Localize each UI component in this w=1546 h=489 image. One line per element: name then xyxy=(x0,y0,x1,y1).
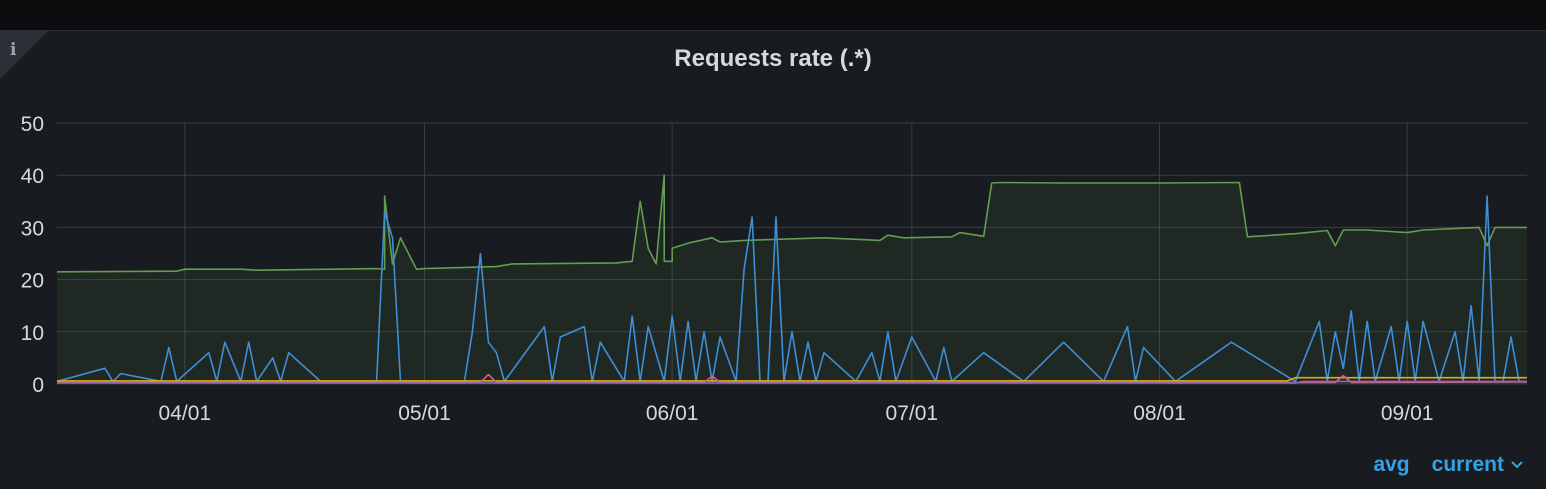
series-0-area xyxy=(57,175,1527,384)
x-tick-label: 09/01 xyxy=(1381,402,1434,425)
y-tick-label: 50 xyxy=(21,113,44,136)
series-3-line[interactable] xyxy=(57,373,1528,384)
chart-series xyxy=(56,174,1528,384)
y-tick-label: 30 xyxy=(21,217,44,240)
y-tick-label: 0 xyxy=(32,374,44,397)
x-tick-label: 07/01 xyxy=(886,402,939,425)
x-tick-label: 04/01 xyxy=(159,402,212,425)
legend-sort-avg[interactable]: avg xyxy=(1373,453,1410,476)
legend-sort-current-label: current xyxy=(1431,453,1504,476)
chart-svg: 0 10 20 30 40 50 04/01 05/01 06/01 07/01 08/01 09/… xyxy=(21,113,1528,425)
x-tick-label: 05/01 xyxy=(398,402,451,425)
graph-panel: i Requests rate (.*) 0 10 20 30 40 50 04/01 05… xyxy=(0,30,1546,489)
info-icon[interactable]: i xyxy=(10,40,17,60)
chart-grid xyxy=(57,122,1527,385)
chevron-down-icon xyxy=(1511,461,1523,469)
y-axis: 0 10 20 30 40 50 xyxy=(21,113,44,397)
panel-info-corner[interactable] xyxy=(0,31,48,79)
legend: avg current xyxy=(1373,453,1524,477)
top-bar xyxy=(0,0,1546,30)
y-tick-label: 20 xyxy=(21,270,44,293)
y-tick-label: 10 xyxy=(21,322,44,345)
legend-sort-current[interactable]: current xyxy=(1432,453,1524,477)
series-2-line[interactable] xyxy=(57,376,1527,382)
y-tick-label: 40 xyxy=(21,165,44,188)
series-4-line[interactable] xyxy=(57,380,1527,384)
x-tick-label: 06/01 xyxy=(646,402,699,425)
series-0-line[interactable] xyxy=(56,174,1527,273)
panel-title[interactable]: Requests rate (.*) xyxy=(674,45,872,72)
x-tick-label: 08/01 xyxy=(1133,402,1186,425)
x-axis: 04/01 05/01 06/01 07/01 08/01 09/01 xyxy=(159,402,1434,425)
